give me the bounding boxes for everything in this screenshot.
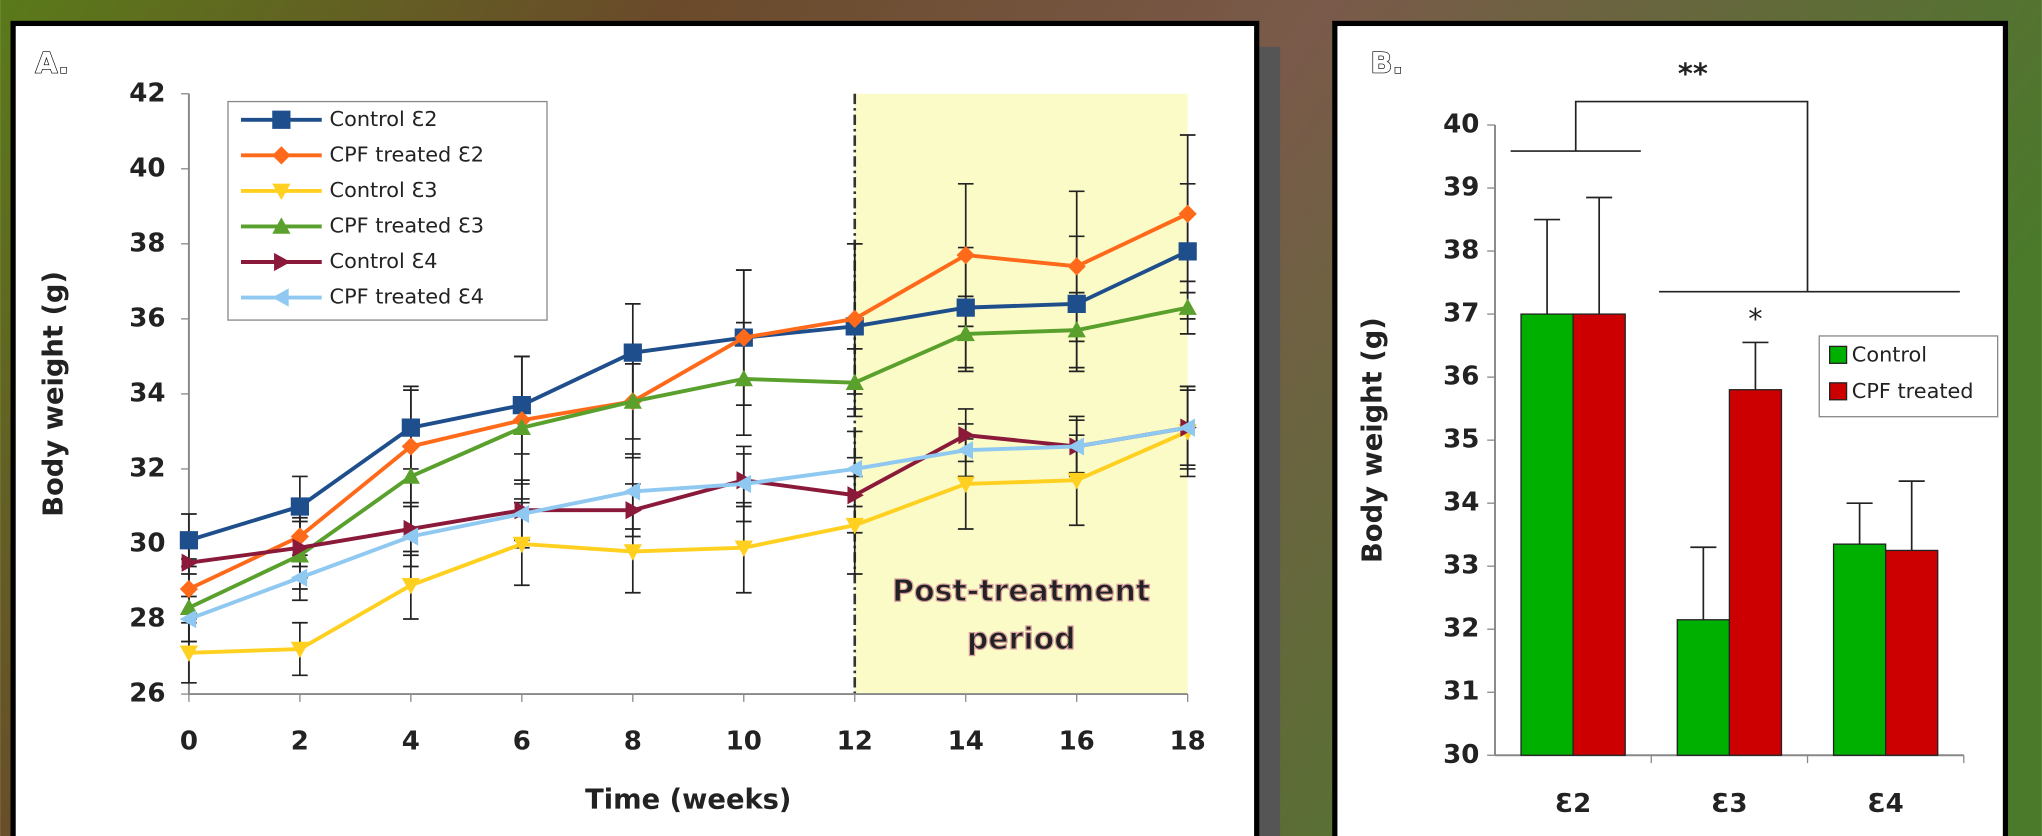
x-tick-label: 0 xyxy=(180,727,198,757)
bar xyxy=(1677,620,1729,756)
y-tick-label: 38 xyxy=(1443,236,1479,266)
marker xyxy=(624,344,642,362)
y-tick-label: 26 xyxy=(129,679,165,709)
y-tick-label: 42 xyxy=(129,78,165,108)
legend-label: Control Ɛ3 xyxy=(330,178,438,202)
y-tick-label: 32 xyxy=(129,453,165,483)
x-tick-label: Ɛ4 xyxy=(1868,789,1904,819)
legend-marker xyxy=(272,111,290,129)
y-tick-label: 33 xyxy=(1443,551,1479,581)
x-tick-label: 2 xyxy=(291,727,309,757)
y-tick-label: 36 xyxy=(1443,362,1479,392)
legend-swatch xyxy=(1830,383,1847,400)
y-tick-label: 30 xyxy=(129,528,165,558)
y-tick-label: 36 xyxy=(129,303,165,333)
x-tick-label: 6 xyxy=(513,727,531,757)
x-tick-label: Ɛ2 xyxy=(1555,789,1591,819)
annotation: period xyxy=(967,622,1076,657)
y-tick-label: 38 xyxy=(129,228,165,258)
y-tick-label: 37 xyxy=(1443,299,1479,329)
marker xyxy=(180,531,198,549)
legend-label: Control Ɛ4 xyxy=(330,249,438,273)
x-tick-label: 16 xyxy=(1059,727,1095,757)
y-axis-title: Body weight (g) xyxy=(1357,317,1388,563)
x-tick-label: 8 xyxy=(624,727,642,757)
marker xyxy=(1068,295,1086,313)
y-tick-label: 40 xyxy=(129,153,165,183)
annotation: * xyxy=(1748,301,1762,335)
x-tick-label: 18 xyxy=(1170,727,1206,757)
bar xyxy=(1573,314,1625,755)
figure: A.Body weight (g)Post-treatmentperiod262… xyxy=(0,0,2042,836)
legend-label: CPF treated Ɛ4 xyxy=(330,285,484,309)
legend-label: Control xyxy=(1852,342,1927,366)
x-tick-label: 14 xyxy=(948,727,984,757)
marker xyxy=(291,497,309,515)
legend-label: CPF treated Ɛ3 xyxy=(330,213,484,237)
legend-label: CPF treated Ɛ2 xyxy=(330,142,484,166)
x-axis-title: Time (weeks) xyxy=(585,784,791,815)
y-tick-label: 31 xyxy=(1443,677,1479,707)
x-tick-label: 4 xyxy=(402,727,420,757)
legend-label: Control Ɛ2 xyxy=(330,107,438,131)
x-tick-label: 12 xyxy=(837,727,873,757)
marker xyxy=(402,419,420,437)
y-tick-label: 39 xyxy=(1443,173,1479,203)
panel-label: B. xyxy=(1371,46,1404,80)
bar xyxy=(1834,544,1886,755)
y-tick-label: 28 xyxy=(129,604,165,634)
y-axis-title: Body weight (g) xyxy=(38,271,69,517)
marker xyxy=(957,299,975,317)
bar xyxy=(1729,390,1781,756)
annotation: Post-treatment xyxy=(892,574,1150,609)
y-tick-label: 34 xyxy=(129,378,165,408)
y-tick-label: 40 xyxy=(1443,110,1479,140)
bar xyxy=(1886,550,1938,755)
shadow xyxy=(1257,47,1280,836)
bar xyxy=(1521,314,1573,755)
y-tick-label: 34 xyxy=(1443,488,1479,518)
x-tick-label: 10 xyxy=(726,727,762,757)
panel-label: A. xyxy=(35,46,69,80)
legend-label: CPF treated xyxy=(1852,379,1974,403)
marker xyxy=(1179,242,1197,260)
y-tick-label: 30 xyxy=(1443,740,1479,770)
y-tick-label: 35 xyxy=(1443,425,1479,455)
legend-swatch xyxy=(1830,346,1847,363)
y-tick-label: 32 xyxy=(1443,614,1479,644)
page: {"chart_data": [ {"type": "line", "panel… xyxy=(0,0,2042,836)
x-tick-label: Ɛ3 xyxy=(1711,789,1747,819)
annotation: ** xyxy=(1678,57,1708,91)
